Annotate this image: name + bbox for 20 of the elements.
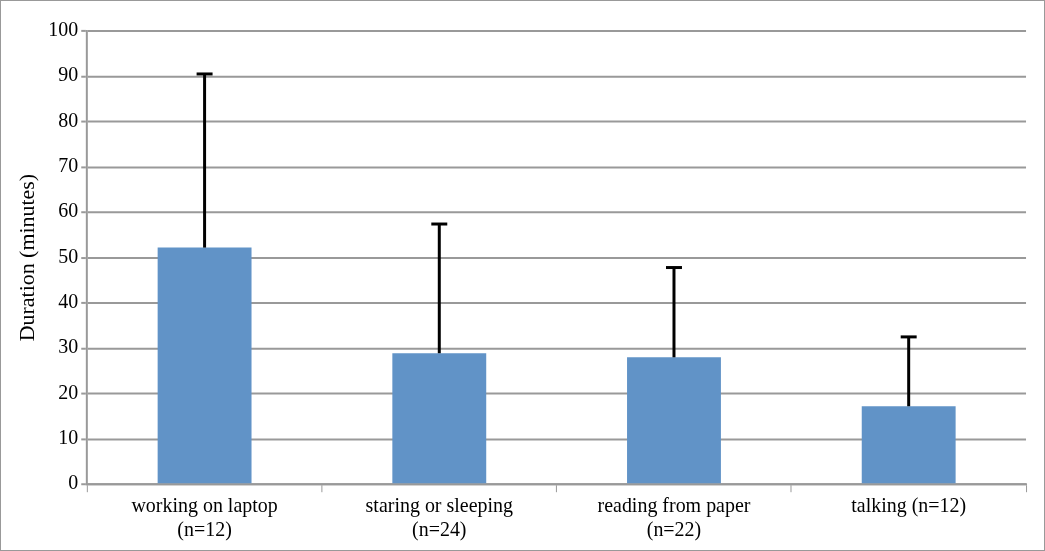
y-tick-label: 40 bbox=[58, 290, 79, 313]
bar bbox=[157, 247, 252, 484]
bar bbox=[861, 406, 956, 484]
y-tick-label: 90 bbox=[58, 63, 79, 86]
x-tick-label: working on laptop (n=12) bbox=[131, 494, 278, 542]
y-tick-label: 20 bbox=[58, 380, 79, 403]
y-tick-label: 50 bbox=[58, 244, 79, 267]
y-tick-label: 100 bbox=[48, 18, 79, 41]
y-tick-label: 30 bbox=[58, 335, 79, 358]
x-tick-label: talking (n=12) bbox=[851, 494, 967, 518]
y-tick-label: 60 bbox=[58, 199, 79, 222]
y-tick-label: 70 bbox=[58, 154, 79, 177]
y-tick-label: 0 bbox=[68, 471, 79, 494]
y-tick-label: 10 bbox=[58, 426, 79, 449]
y-tick-label: 80 bbox=[58, 108, 79, 131]
y-axis-title: Duration (minutes) bbox=[13, 173, 39, 342]
x-tick-label: staring or sleeping (n=24) bbox=[365, 494, 514, 542]
bar bbox=[392, 353, 487, 484]
bar bbox=[627, 357, 721, 484]
x-tick-label: reading from paper (n=22) bbox=[597, 494, 751, 542]
